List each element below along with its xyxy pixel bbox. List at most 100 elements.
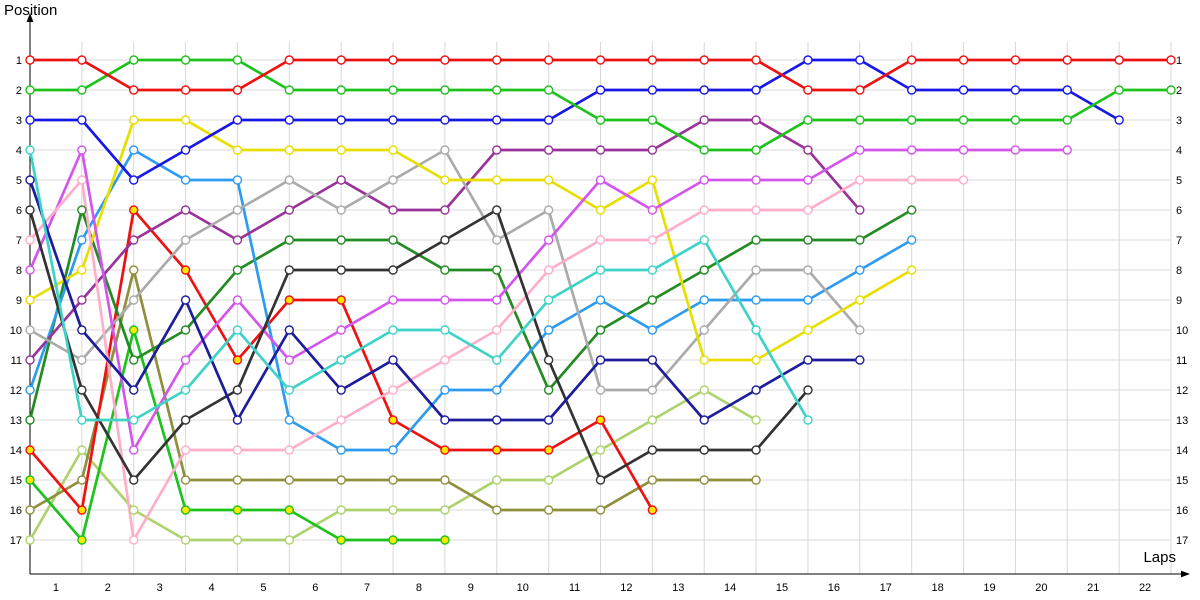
data-point-car-p13-darkgreen-lap4 [232,265,243,275]
y-tick-label-left: 10 [10,325,22,337]
data-point-car-p7-pink-lap13 [699,205,709,215]
data-point-car-p17-palegreen-lap5 [284,535,295,545]
data-point-car-p15-green2-lap5 [284,505,295,515]
data-point-car-p8-magenta-lap4 [232,295,243,305]
data-point-car-p1-red-lap6 [336,55,346,65]
data-point-car-p7-pink-lap6 [336,415,346,425]
data-point-car-p16-olive-lap6 [336,475,346,485]
x-tick-label: 15 [776,582,788,594]
data-point-car-p1-red-lap18 [958,55,969,65]
x-tick-label: 3 [157,582,163,594]
data-point-car-p8-magenta-lap14 [751,175,761,185]
data-point-car-p4-turquoise-lap8 [440,325,450,335]
data-point-car-p14-red2-lap9 [492,445,502,455]
data-point-car-p2-green-lap0 [25,85,35,95]
x-tick-label: 11 [569,582,580,594]
x-tick-label: 1 [53,582,59,594]
data-point-car-p8-magenta-lap0 [25,265,35,275]
data-point-car-p4-turquoise-lap9 [492,355,502,365]
data-point-car-p8-magenta-lap16 [855,145,865,155]
data-point-car-p10-grey-lap6 [336,205,346,215]
data-point-car-p5-navy-lap3 [180,295,191,305]
data-point-car-p10-grey-lap4 [232,205,243,215]
y-tick-label-left: 14 [10,445,22,457]
x-tick-label: 20 [1035,582,1047,594]
data-point-car-p4-turquoise-lap6 [336,355,346,365]
data-point-car-p11-purple-lap12 [647,145,658,155]
data-point-car-p4-turquoise-lap2 [129,415,139,425]
x-tick-label: 8 [416,582,422,594]
y-tick-label-left: 8 [16,265,22,277]
data-point-car-p2-green-lap11 [595,115,606,125]
y-tick-label-left: 1 [16,55,22,67]
data-point-car-p3-blue-lap7 [388,115,398,125]
data-point-car-p7-pink-lap1 [77,175,87,185]
data-point-car-p14-red2-lap7 [388,415,398,425]
x-tick-label: 13 [672,582,684,594]
x-tick-label: 16 [828,582,840,594]
data-point-car-p13-darkgreen-lap17 [906,205,917,215]
data-point-car-p5-navy-lap1 [77,325,87,335]
data-point-car-p5-navy-lap14 [751,385,761,395]
data-point-car-p4-turquoise-lap12 [647,265,658,275]
data-point-car-p15-green2-lap8 [440,535,450,545]
data-point-car-p11-purple-lap2 [129,235,139,245]
data-point-car-p2-green-lap9 [492,85,502,95]
y-tick-label-left: 7 [16,235,22,247]
data-point-car-p1-red-lap22 [1166,55,1176,65]
data-point-car-p2-green-lap15 [803,115,813,125]
data-point-car-p9-yellow-lap11 [595,205,606,215]
data-point-car-p3-blue-lap15 [803,55,813,65]
data-point-car-p3-blue-lap14 [751,85,761,95]
data-point-car-p12-skyblue-lap3 [180,175,191,185]
y-tick-label-left: 11 [11,355,22,367]
data-point-car-p2-green-lap13 [699,145,709,155]
data-point-car-p1-red-lap20 [1062,55,1072,65]
y-tick-label-left: 16 [10,505,22,517]
data-point-car-p14-red2-lap12 [647,505,658,515]
data-point-car-p9-yellow-lap3 [180,115,191,125]
data-point-car-p3-blue-lap18 [958,85,969,95]
data-point-car-p4-turquoise-lap4 [232,325,243,335]
y-tick-label-right: 17 [1176,535,1188,547]
data-point-car-p11-purple-lap11 [595,145,606,155]
data-point-car-p3-blue-lap11 [595,85,606,95]
x-tick-label: 19 [983,582,995,594]
data-point-car-p6-black-lap11 [595,475,606,485]
y-tick-label-left: 17 [10,535,22,547]
data-point-car-p9-yellow-lap7 [388,145,398,155]
data-point-car-p5-navy-lap5 [284,325,295,335]
data-point-car-p9-yellow-lap17 [906,265,917,275]
y-tick-label-right: 13 [1176,415,1188,427]
data-point-car-p10-grey-lap8 [440,145,450,155]
data-point-car-p10-grey-lap7 [388,175,398,185]
data-point-car-p8-magenta-lap6 [336,325,346,335]
data-point-car-p4-turquoise-lap11 [595,265,606,275]
data-point-car-p16-olive-lap9 [492,505,502,515]
data-point-car-p13-darkgreen-lap8 [440,265,450,275]
data-point-car-p13-darkgreen-lap9 [492,265,502,275]
data-point-car-p6-black-lap8 [440,235,450,245]
data-point-car-p12-skyblue-lap4 [232,175,243,185]
data-point-car-p10-grey-lap14 [751,265,761,275]
x-axis-arrow [1181,570,1190,578]
data-point-car-p9-yellow-lap4 [232,145,243,155]
data-point-car-p6-black-lap0 [25,205,35,215]
y-tick-label-right: 11 [1176,355,1187,367]
data-point-car-p8-magenta-lap20 [1062,145,1072,155]
data-point-car-p2-green-lap4 [232,55,243,65]
data-point-car-p2-green-lap2 [129,55,139,65]
data-point-car-p9-yellow-lap15 [803,325,813,335]
data-point-car-p13-darkgreen-lap16 [855,235,865,245]
data-point-car-p1-red-lap10 [543,55,554,65]
data-point-car-p3-blue-lap9 [492,115,502,125]
data-point-car-p14-red2-lap0 [25,445,35,455]
data-point-car-p14-red2-lap10 [543,445,554,455]
data-point-car-p16-olive-lap4 [232,475,243,485]
data-point-car-p1-red-lap1 [77,55,87,65]
data-point-car-p13-darkgreen-lap15 [803,235,813,245]
data-point-car-p12-skyblue-lap16 [855,265,865,275]
y-tick-label-left: 13 [10,415,22,427]
y-tick-label-right: 15 [1176,475,1188,487]
data-point-car-p10-grey-lap15 [803,265,813,275]
